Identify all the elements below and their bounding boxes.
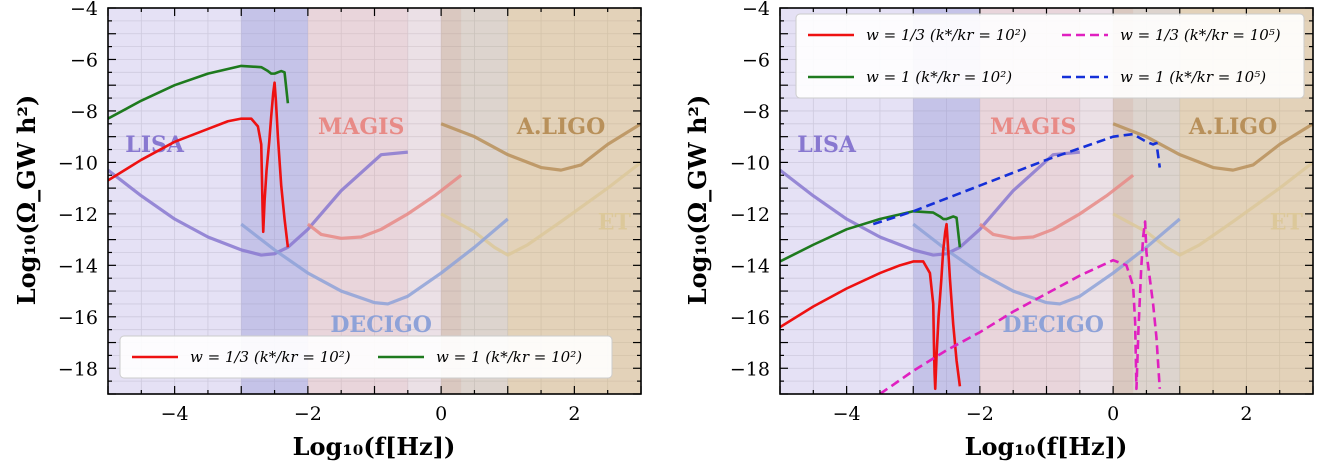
y-axis-title-left: Log₁₀(Ω_GW h²)	[12, 95, 41, 306]
detector-curve-lisa	[780, 150, 1080, 257]
detector-label-lisa: LISA	[125, 132, 185, 158]
series-line-1	[108, 64, 290, 120]
x-tick-label: 2	[1240, 403, 1252, 425]
detector-band-aligo	[507, 8, 641, 394]
plot-area-right: LISA MAGIS A.LIGO ET DECIGO	[780, 8, 1313, 394]
detector-label-decigo: DECIGO	[330, 312, 432, 338]
x-tick-label: 2	[568, 403, 580, 425]
detector-band-magis	[307, 8, 408, 394]
y-tick-label: −12	[58, 204, 98, 226]
detector-curve-magis	[306, 174, 463, 240]
detector-label-aligo: A.LIGO	[516, 114, 605, 140]
x-tick-label: −2	[294, 403, 322, 425]
series-line-1	[780, 209, 962, 263]
x-tick-label: −2	[966, 403, 994, 425]
detector-band-magis	[407, 8, 462, 394]
x-axis-title-left: Log₁₀(f[Hz])	[293, 432, 456, 461]
plot-area-left: LISA MAGIS A.LIGO ET DECIGO	[108, 8, 641, 394]
x-tick-label: 0	[435, 403, 447, 425]
y-tick-label: −16	[730, 307, 770, 329]
detector-curve-aligo	[1112, 122, 1313, 172]
detector-band-aligo	[441, 8, 508, 394]
series-line-0	[780, 222, 962, 391]
detector-label-lisa: LISA	[797, 132, 857, 158]
legend-entry-label: w = 1 (k*/kr = 10²)	[436, 348, 582, 366]
legend-entry-label: w = 1 (k*/kr = 10²)	[866, 68, 1012, 86]
legend-box-right	[795, 13, 1305, 99]
legend-entry-label: w = 1/3 (k*/kr = 10²)	[866, 26, 1027, 44]
y-tick-label: −14	[730, 255, 770, 277]
detector-label-aligo: A.LIGO	[1188, 114, 1277, 140]
y-tick-label: −18	[58, 358, 98, 380]
y-tick-label: −16	[58, 307, 98, 329]
x-tick-label: 0	[1107, 403, 1119, 425]
detector-curve-magis	[978, 174, 1135, 240]
y-tick-label: −6	[742, 49, 770, 71]
detector-band-et	[507, 8, 641, 394]
detector-label-et: ET	[1270, 209, 1304, 235]
detector-label-magis: MAGIS	[318, 114, 404, 140]
y-tick-label: −18	[730, 358, 770, 380]
series-line-0	[108, 81, 290, 248]
y-tick-label: −12	[730, 204, 770, 226]
x-tick-label: −4	[161, 403, 189, 425]
detector-label-magis: MAGIS	[990, 114, 1076, 140]
y-tick-label: −8	[70, 101, 98, 123]
detector-curve-lisa	[108, 150, 408, 257]
y-tick-label: −4	[70, 0, 98, 20]
detector-curve-decigo	[912, 217, 1181, 306]
legend-entry-label: w = 1/3 (k*/kr = 10⁵)	[1120, 26, 1281, 44]
y-tick-label: −4	[742, 0, 770, 20]
x-tick-label: −4	[833, 403, 861, 425]
detector-curve-aligo	[440, 122, 641, 172]
y-axis-title-right: Log₁₀(Ω_GW h²)	[683, 95, 712, 306]
legend-entry-label: w = 1 (k*/kr = 10⁵)	[1120, 68, 1266, 86]
y-tick-label: −6	[70, 49, 98, 71]
legend-entry-label: w = 1/3 (k*/kr = 10²)	[190, 348, 351, 366]
y-tick-label: −8	[742, 101, 770, 123]
y-tick-label: −10	[730, 152, 770, 174]
x-axis-title-right: Log₁₀(f[Hz])	[965, 432, 1128, 461]
y-tick-label: −10	[58, 152, 98, 174]
series-line-2	[879, 220, 1162, 394]
detector-curve-et	[440, 161, 641, 257]
y-tick-label: −14	[58, 255, 98, 277]
detector-curve-decigo	[240, 217, 509, 306]
series-line-3	[872, 132, 1162, 226]
detector-label-et: ET	[598, 209, 632, 235]
detector-curve-et	[1112, 161, 1313, 257]
detector-label-decigo: DECIGO	[1002, 312, 1104, 338]
legend-box-left	[119, 335, 613, 379]
